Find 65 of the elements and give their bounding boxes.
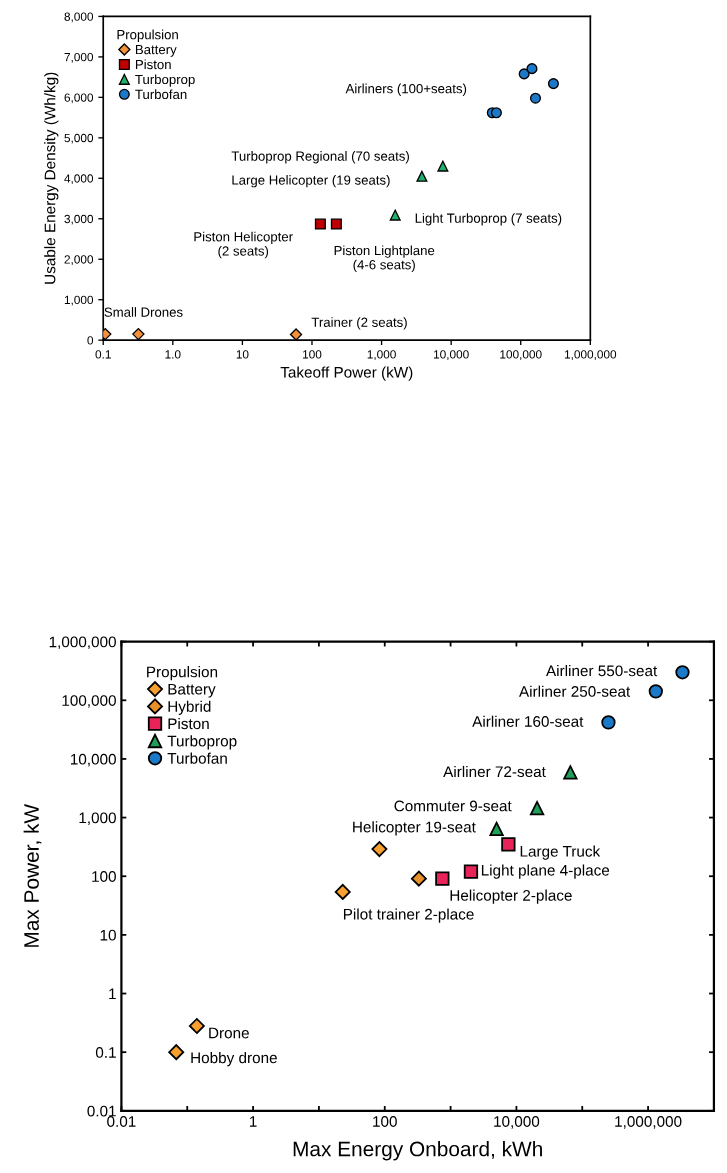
legend-label: Battery [168,683,216,698]
x-tick-label: 1,000,000 [615,1116,682,1129]
legend-label: Turboprop [135,74,195,87]
y-tick-label: 3,000 [64,214,94,225]
y-tick-label: 0 [87,336,94,345]
annotation: Pilot trainer 2-place [343,908,474,923]
legend-label: Hybrid [168,700,211,715]
y-tick-label: 2,000 [64,255,94,266]
annotation: Helicopter 2-place [450,889,572,904]
x-axis-title: Max Energy Onboard, kWh [293,1141,542,1161]
y-tick-label: 10,000 [70,753,116,767]
x-tick-label: 100,000 [500,350,542,360]
x-axis-title: Takeoff Power (kW) [280,366,413,381]
legend-label: Turbofan [135,89,187,100]
x-tick-label: 1.0 [165,350,181,359]
annotation: Helicopter 19-seat [353,821,476,836]
x-tick-label: 100 [373,1116,397,1127]
y-tick-label: 6,000 [64,93,94,104]
y-axis-title: Usable Energy Density (Wh/kg) [44,72,59,284]
annotation: Light plane 4-place [481,864,610,879]
annotation: Airliner 550-seat [546,665,658,677]
x-tick-label: 0.01 [107,1116,136,1127]
x-tick-label: 10,000 [494,1116,540,1129]
annotation: Small Drones [104,307,183,317]
legend-label: Piston [168,717,209,730]
y-tick-label: 7,000 [64,52,94,63]
y-tick-label: 100,000 [62,695,116,708]
legend-label: Turbofan [167,752,227,764]
y-tick-label: 1,000,000 [49,636,116,650]
annotation: Piston Helicopter (2 seats) [194,231,293,259]
annotation: Hobby drone [191,1052,277,1067]
y-tick-label: 8,000 [64,12,94,23]
annotation: Commuter 9-seat [394,800,512,812]
x-tick-label: 10,000 [434,350,469,360]
x-tick-label: 1,000 [367,350,396,360]
annotation: Large Truck [520,845,601,860]
annotation: Piston Lightplane (4-6 seats) [334,245,435,272]
annotation: Turboprop Regional (70 seats) [231,151,409,164]
y-tick-label: 0.1 [95,1047,116,1058]
x-tick-label: 10 [236,350,249,359]
y-tick-label: 100 [92,871,116,882]
y-tick-label: 4,000 [64,174,94,185]
annotation: Large Helicopter (19 seats) [232,175,390,188]
y-tick-label: 1,000 [64,295,94,306]
y-tick-label: 1 [109,988,116,1000]
annotation: Trainer (2 seats) [311,317,407,330]
annotation: Light Turboprop (7 seats) [415,213,562,226]
y-tick-label: 1,000 [79,812,116,826]
annotation: Airliner 72-seat [443,765,546,778]
y-tick-label: 10 [100,929,116,941]
legend-title: Propulsion [117,29,178,42]
x-tick-label: 100 [303,350,322,359]
x-tick-label: 1 [249,1116,257,1127]
x-tick-label: 1,000,000 [564,350,617,360]
y-tick-label: 0.01 [87,1105,116,1117]
y-axis-title: Max Power, kW [23,803,42,947]
annotation: Airliner 160-seat [472,715,584,727]
legend-label: Piston [135,59,171,70]
legend-label: Battery [135,45,177,57]
annotation: Airliners (100+seats) [345,83,467,96]
annotation: Airliner 250-seat [519,685,631,697]
annotation: Drone [209,1027,249,1039]
legend-title: Propulsion [147,666,218,681]
legend-label: Turboprop [167,735,237,750]
y-tick-label: 5,000 [64,133,94,144]
